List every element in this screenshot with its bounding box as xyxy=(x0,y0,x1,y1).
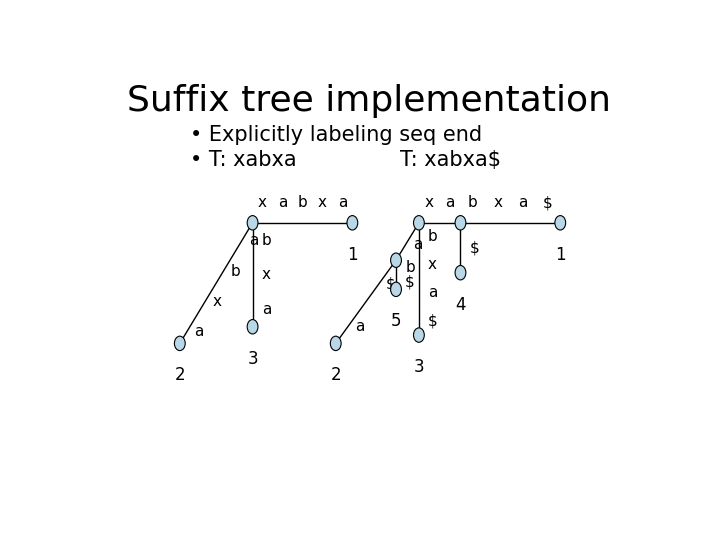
Text: b: b xyxy=(262,233,271,248)
Text: x: x xyxy=(425,195,433,210)
Text: 2: 2 xyxy=(174,366,185,384)
Text: • T: xabxa: • T: xabxa xyxy=(190,150,297,170)
Ellipse shape xyxy=(455,215,466,230)
Text: x: x xyxy=(258,195,267,210)
Ellipse shape xyxy=(174,336,185,350)
Ellipse shape xyxy=(247,320,258,334)
Text: a: a xyxy=(194,324,204,339)
Ellipse shape xyxy=(413,215,424,230)
Text: T: xabxa$: T: xabxa$ xyxy=(400,150,501,170)
Text: • Explicitly labeling seq end: • Explicitly labeling seq end xyxy=(190,125,482,145)
Ellipse shape xyxy=(413,328,424,342)
Text: $: $ xyxy=(405,274,415,289)
Text: b: b xyxy=(297,195,307,210)
Text: x: x xyxy=(212,294,222,309)
Text: x: x xyxy=(493,195,503,210)
Text: a: a xyxy=(413,237,422,252)
Text: x: x xyxy=(318,195,327,210)
Ellipse shape xyxy=(455,266,466,280)
Ellipse shape xyxy=(347,215,358,230)
Text: a: a xyxy=(356,319,365,334)
Text: a: a xyxy=(262,302,271,317)
Text: 5: 5 xyxy=(391,312,401,330)
Ellipse shape xyxy=(555,215,566,230)
Text: $: $ xyxy=(385,277,395,292)
Text: b: b xyxy=(428,230,438,244)
Ellipse shape xyxy=(330,336,341,350)
Text: $: $ xyxy=(428,314,438,328)
Text: a: a xyxy=(446,195,455,210)
Text: 2: 2 xyxy=(330,366,341,384)
Text: b: b xyxy=(405,260,415,275)
Text: 4: 4 xyxy=(455,295,466,314)
Text: a: a xyxy=(278,195,287,210)
Text: a: a xyxy=(249,233,258,248)
Text: Suffix tree implementation: Suffix tree implementation xyxy=(127,84,611,118)
Text: b: b xyxy=(230,264,240,279)
Text: b: b xyxy=(468,195,478,210)
Text: 1: 1 xyxy=(347,246,358,264)
Text: a: a xyxy=(428,286,438,300)
Text: 1: 1 xyxy=(555,246,566,264)
Ellipse shape xyxy=(247,215,258,230)
Ellipse shape xyxy=(391,282,402,296)
Text: a: a xyxy=(518,195,528,210)
Ellipse shape xyxy=(391,253,402,267)
Text: x: x xyxy=(428,258,437,272)
Text: 3: 3 xyxy=(413,358,424,376)
Text: $: $ xyxy=(543,195,553,210)
Text: a: a xyxy=(338,195,347,210)
Text: x: x xyxy=(262,267,271,282)
Text: 3: 3 xyxy=(247,349,258,368)
Text: $: $ xyxy=(469,240,480,255)
